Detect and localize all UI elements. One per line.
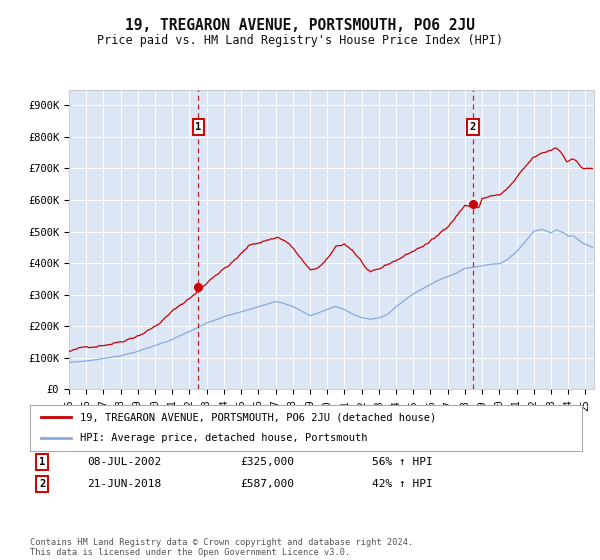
Text: 19, TREGARON AVENUE, PORTSMOUTH, PO6 2JU (detached house): 19, TREGARON AVENUE, PORTSMOUTH, PO6 2JU… xyxy=(80,412,436,422)
Text: 2: 2 xyxy=(470,122,476,132)
Text: 42% ↑ HPI: 42% ↑ HPI xyxy=(372,479,433,489)
Text: 1: 1 xyxy=(196,122,202,132)
Text: 1: 1 xyxy=(39,457,45,467)
Text: 19, TREGARON AVENUE, PORTSMOUTH, PO6 2JU: 19, TREGARON AVENUE, PORTSMOUTH, PO6 2JU xyxy=(125,18,475,34)
Text: £587,000: £587,000 xyxy=(240,479,294,489)
Text: 56% ↑ HPI: 56% ↑ HPI xyxy=(372,457,433,467)
Text: Contains HM Land Registry data © Crown copyright and database right 2024.
This d: Contains HM Land Registry data © Crown c… xyxy=(30,538,413,557)
Text: 21-JUN-2018: 21-JUN-2018 xyxy=(87,479,161,489)
Text: £325,000: £325,000 xyxy=(240,457,294,467)
Text: 2: 2 xyxy=(39,479,45,489)
Text: Price paid vs. HM Land Registry's House Price Index (HPI): Price paid vs. HM Land Registry's House … xyxy=(97,34,503,46)
Text: HPI: Average price, detached house, Portsmouth: HPI: Average price, detached house, Port… xyxy=(80,433,367,444)
Text: 08-JUL-2002: 08-JUL-2002 xyxy=(87,457,161,467)
